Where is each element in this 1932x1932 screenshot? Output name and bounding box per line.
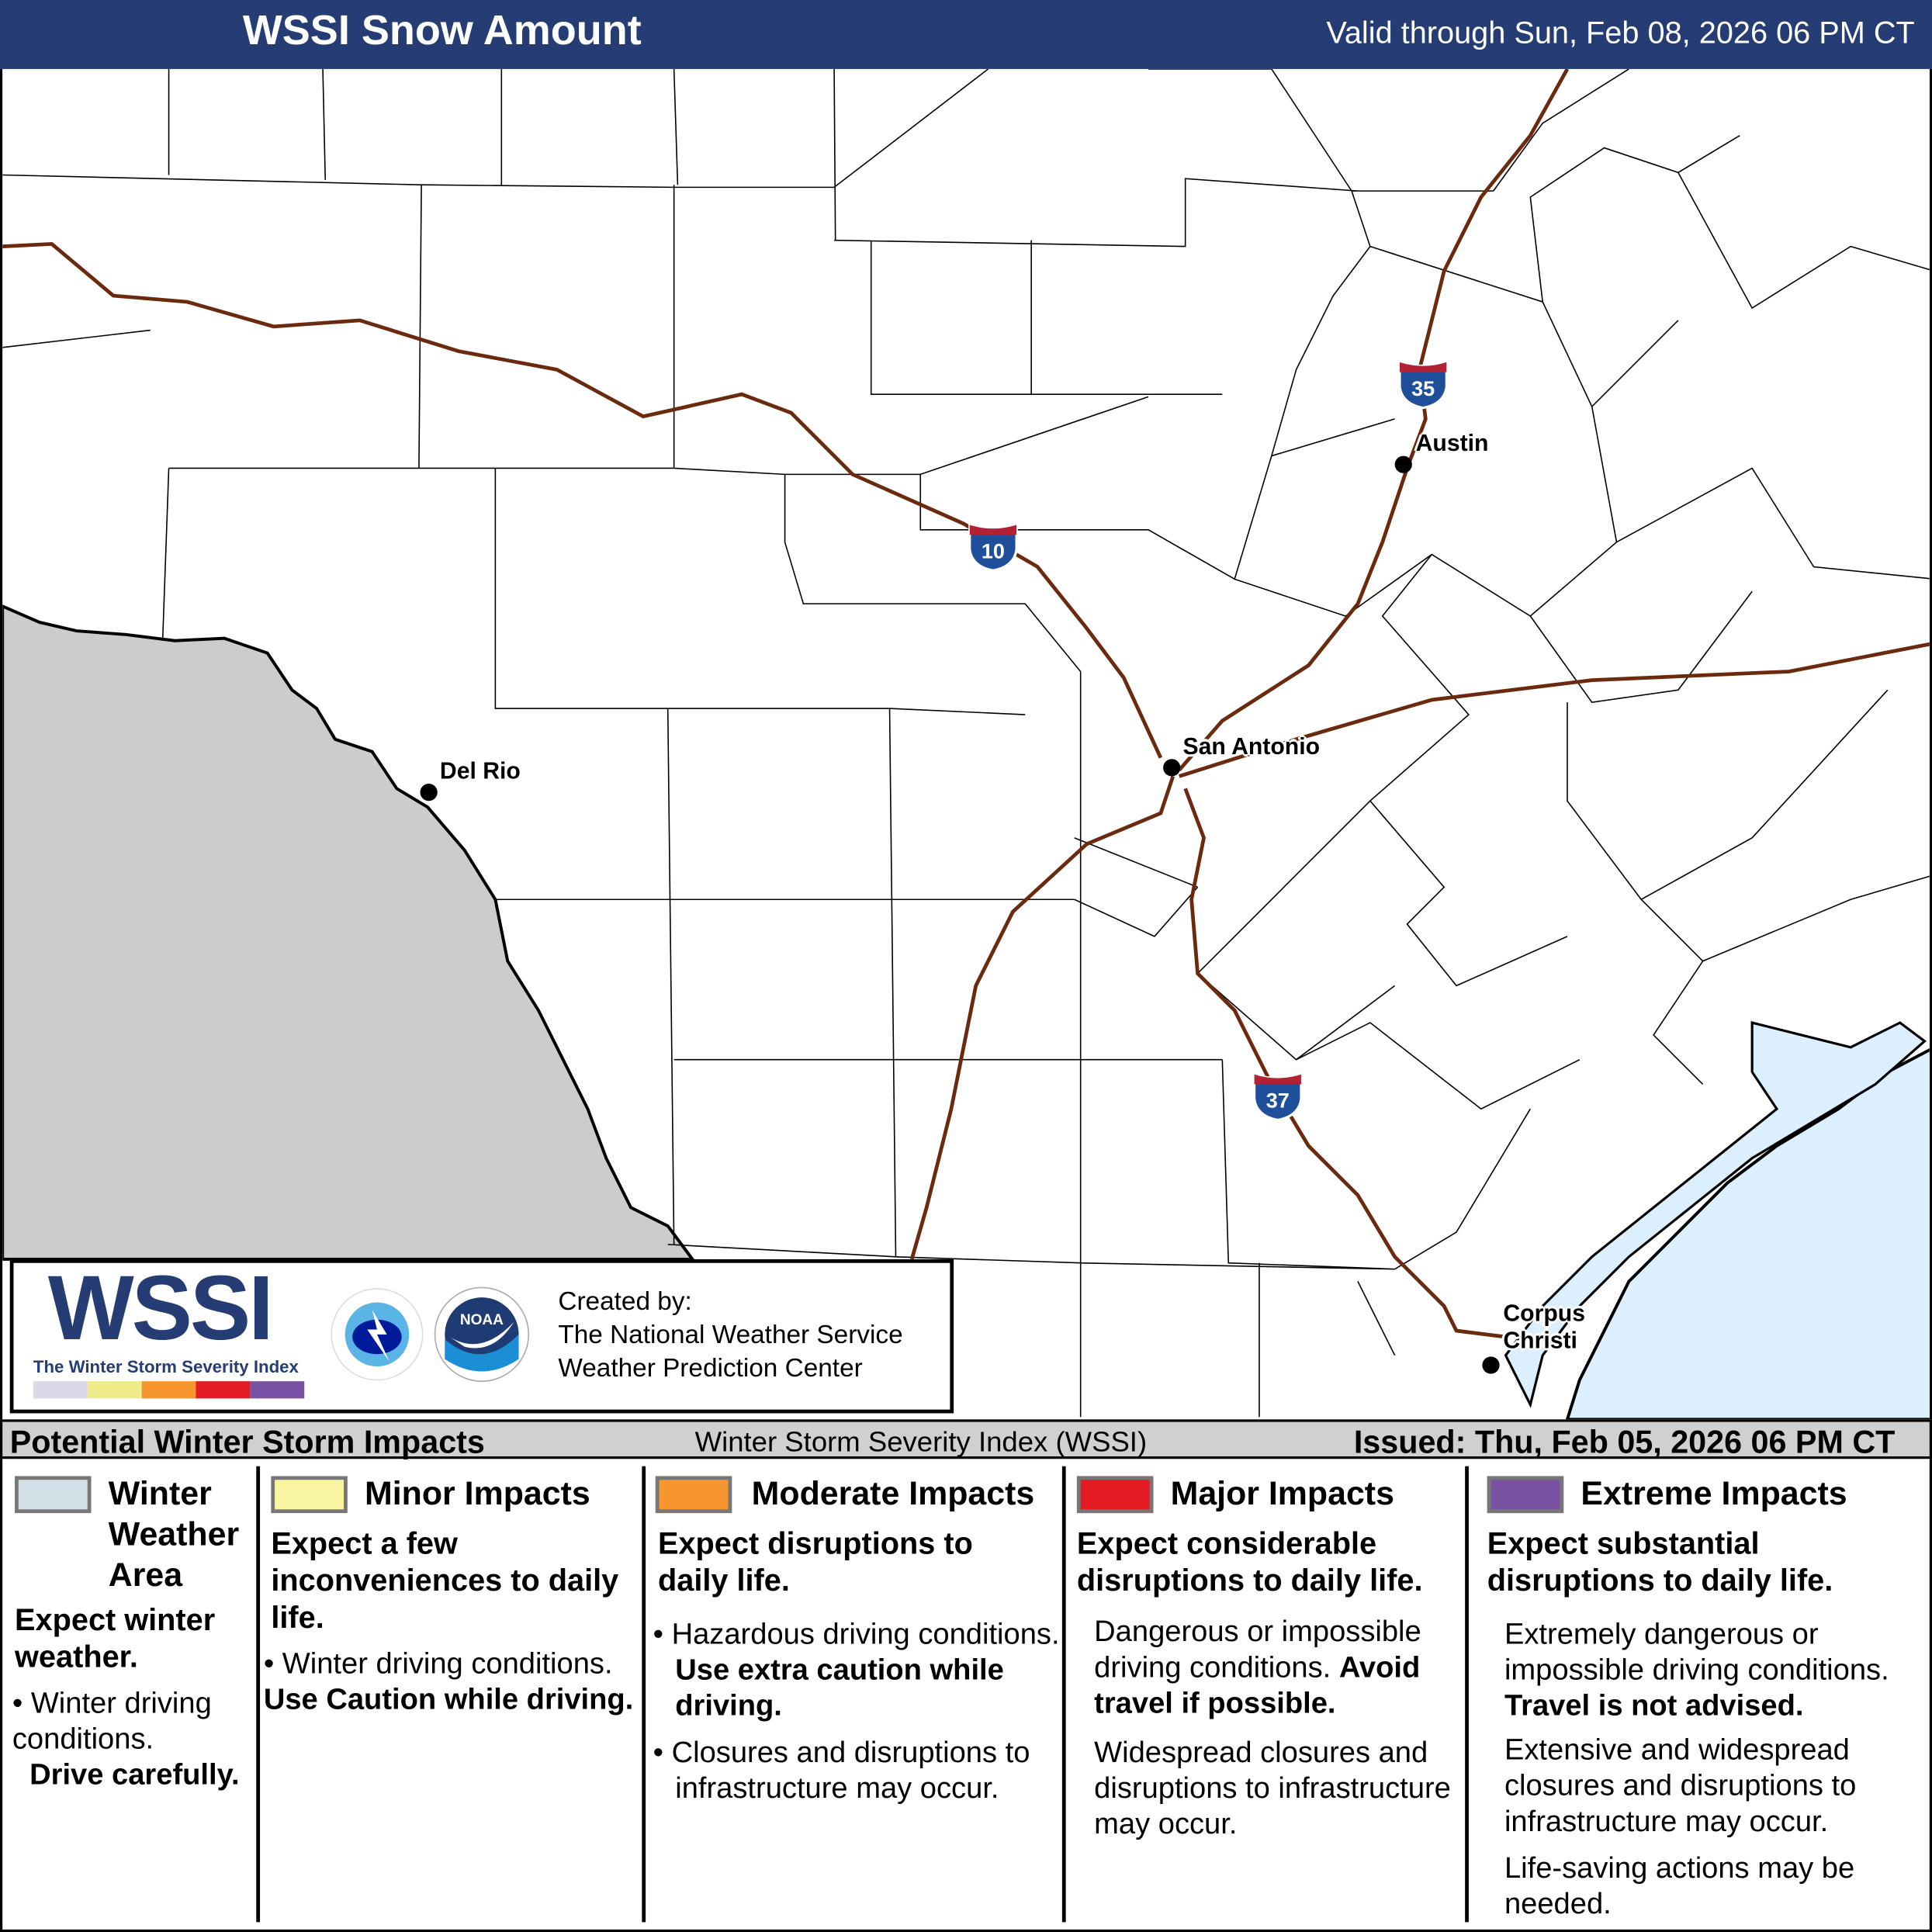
- scale-swatch: [250, 1381, 305, 1399]
- scale-swatch: [33, 1381, 88, 1399]
- legend-bullet: • Closures and disruptions to infrastruc…: [653, 1736, 1030, 1806]
- divider: [642, 1466, 646, 1923]
- scale-swatch: [196, 1381, 251, 1399]
- map-base: [2, 68, 1930, 1420]
- legend-headline: Expect winter weather.: [15, 1603, 216, 1675]
- i10-west: [2, 242, 1163, 759]
- legend-detail: Extremely dangerous or impossible drivin…: [1504, 1616, 1930, 1723]
- bullet-text: Hazardous driving conditions.: [671, 1618, 1060, 1651]
- bullet-bold: Drive carefully.: [29, 1758, 240, 1792]
- bullet-bold: Use Caution while driving.: [263, 1683, 634, 1717]
- bullet-bold: Use extra caution while driving.: [675, 1653, 1004, 1723]
- legend-header-strip: Potential Winter Storm Impacts Winter St…: [0, 1419, 1932, 1460]
- wssi-logo: WSSI: [47, 1256, 274, 1359]
- legend-title: Winter Weather Area: [108, 1474, 240, 1594]
- legend-title: Moderate Impacts: [751, 1474, 1035, 1512]
- mexico-area: [2, 604, 696, 1261]
- divider: [1465, 1466, 1469, 1923]
- swatch-winter-weather: [15, 1476, 92, 1514]
- nws-logo-icon: [331, 1288, 424, 1381]
- legend-headline: Expect disruptions to daily life.: [657, 1526, 973, 1598]
- legend-bullet: • Winter driving conditions. Drive carefu…: [12, 1686, 240, 1792]
- noaa-logo-icon: NOAA: [434, 1286, 530, 1382]
- legend-headline: Expect a few inconveniences to daily lif…: [271, 1526, 619, 1636]
- org-wpc: Weather Prediction Center: [558, 1354, 863, 1383]
- map-title: WSSI Snow Amount: [242, 7, 642, 54]
- detail-bold: Travel is not advised.: [1504, 1689, 1804, 1723]
- bullet-text: Winter driving conditions.: [282, 1647, 613, 1681]
- city-marker-del-rio: [420, 783, 438, 802]
- map-area: Austin San Antonio Del Rio Corpus Christ…: [0, 68, 1932, 1420]
- bay-water: [1504, 1021, 1927, 1408]
- impact-legend: Winter Weather Area Expect winter weathe…: [0, 1459, 1932, 1932]
- swatch-extreme: [1487, 1476, 1564, 1514]
- city-marker-corpus-christi: [1482, 1356, 1500, 1374]
- legend-winter-weather: Winter Weather Area Expect winter weathe…: [12, 1459, 256, 1922]
- svg-text:NOAA: NOAA: [460, 1312, 504, 1328]
- detail-bold: Avoid travel if possible.: [1094, 1650, 1421, 1720]
- legend-title: Extreme Impacts: [1581, 1474, 1847, 1512]
- interstate-10-shield: 10: [968, 522, 1020, 572]
- detail-text: Extremely dangerous or impossible drivin…: [1504, 1618, 1889, 1687]
- legend-bullet: • Winter driving conditions. Use Caution…: [263, 1647, 634, 1717]
- county-lines: [2, 68, 1930, 1418]
- city-marker-austin: [1394, 455, 1412, 473]
- divider: [256, 1466, 261, 1923]
- legend-title: Major Impacts: [1170, 1474, 1394, 1512]
- i35-south: [909, 775, 1175, 1260]
- legend-moderate: Moderate Impacts Expect disruptions to d…: [653, 1459, 1060, 1922]
- divider: [1061, 1466, 1066, 1923]
- legend-bullet: • Hazardous driving conditions. Use extr…: [653, 1618, 1060, 1723]
- detail-text: Dangerous or impossible driving conditio…: [1094, 1615, 1421, 1684]
- city-label-del-rio: Del Rio: [439, 759, 521, 785]
- legend-minor: Minor Impacts Expect a few inconvenience…: [264, 1459, 638, 1922]
- legend-headline: Expect substantial disruptions to daily …: [1487, 1526, 1833, 1598]
- i35-north: [1177, 68, 1570, 772]
- legend-detail: Widespread closures and disruptions to i…: [1094, 1736, 1451, 1841]
- swatch-major: [1076, 1476, 1154, 1514]
- scale-swatch: [141, 1381, 196, 1399]
- swatch-minor: [271, 1476, 348, 1514]
- city-label-san-antonio: San Antonio: [1182, 734, 1321, 760]
- legend-title: Minor Impacts: [365, 1474, 590, 1512]
- legend-headline: Expect considerable disruptions to daily…: [1076, 1526, 1423, 1598]
- city-label-corpus-christi: Corpus Christi: [1503, 1300, 1585, 1355]
- legend-title: Potential Winter Storm Impacts: [9, 1423, 485, 1460]
- legend-detail: Life-saving actions may be needed.: [1504, 1851, 1855, 1921]
- interstate-35-shield: 35: [1397, 360, 1449, 410]
- wssi-color-scale: [33, 1381, 305, 1399]
- bullet-text: Closures and disruptions to infrastructu…: [671, 1736, 1030, 1806]
- index-name: Winter Storm Severity Index (WSSI): [694, 1425, 1148, 1458]
- wssi-subtitle: The Winter Storm Severity Index: [33, 1356, 299, 1376]
- legend-extreme: Extreme Impacts Expect substantial disru…: [1485, 1459, 1929, 1922]
- swatch-moderate: [655, 1476, 732, 1514]
- scale-swatch: [87, 1381, 142, 1399]
- legend-major: Major Impacts Expect considerable disrup…: [1075, 1459, 1464, 1922]
- created-by-label: Created by:: [558, 1287, 692, 1316]
- city-label-austin: Austin: [1415, 431, 1489, 458]
- credits-box: WSSI The Winter Storm Severity Index NOA…: [9, 1256, 954, 1414]
- interstate-37-shield: 37: [1252, 1072, 1304, 1122]
- bullet-text: Winter driving conditions.: [12, 1686, 212, 1756]
- valid-time: Valid through Sun, Feb 08, 2026 06 PM CT: [1326, 16, 1915, 51]
- legend-detail: Extensive and widespread closures and di…: [1504, 1733, 1857, 1839]
- org-nws: The National Weather Service: [558, 1321, 903, 1349]
- legend-detail: Dangerous or impossible driving conditio…: [1094, 1614, 1463, 1721]
- i10-east: [1179, 642, 1930, 778]
- header-bar: WSSI Snow Amount Valid through Sun, Feb …: [0, 0, 1932, 69]
- city-marker-san-antonio: [1163, 759, 1181, 777]
- issued-time: Issued: Thu, Feb 05, 2026 06 PM CT: [1353, 1423, 1896, 1460]
- created-by-text: Created by: The National Weather Service…: [558, 1285, 902, 1385]
